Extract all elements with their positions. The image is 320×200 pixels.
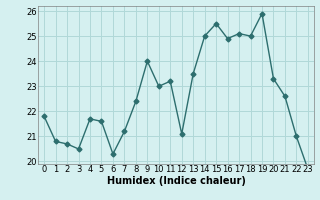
X-axis label: Humidex (Indice chaleur): Humidex (Indice chaleur) xyxy=(107,176,245,186)
